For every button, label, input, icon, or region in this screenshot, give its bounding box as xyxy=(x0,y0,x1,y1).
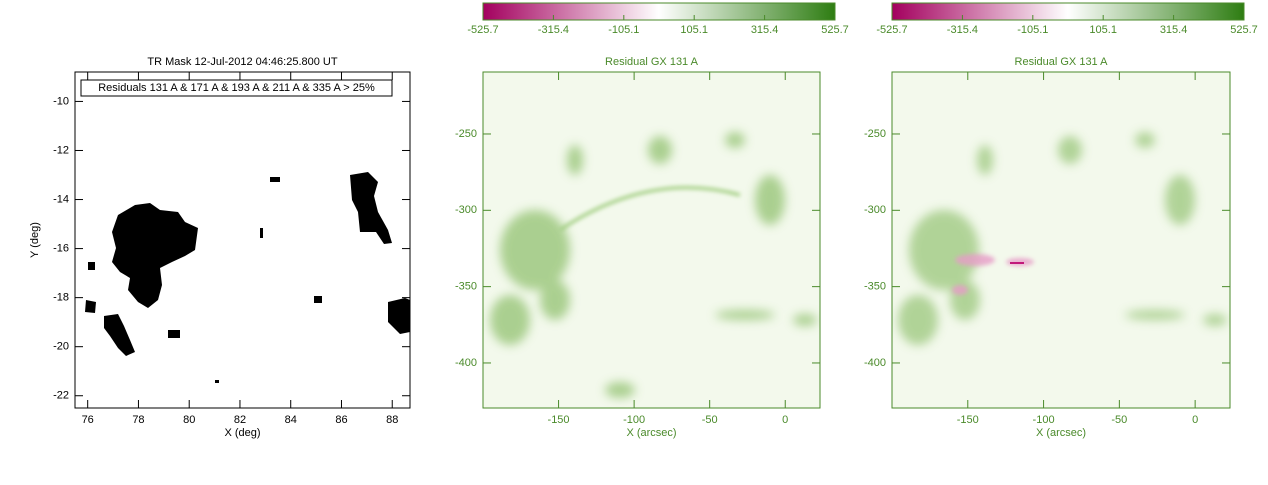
y-tick-label: -18 xyxy=(53,292,69,304)
colorbar-tick-label: -525.7 xyxy=(876,24,907,36)
x-tick-label: 0 xyxy=(782,414,788,426)
x-tick-label: -150 xyxy=(548,414,570,426)
y-tick-label: -14 xyxy=(53,193,69,205)
colorbar-tick-label: 525.7 xyxy=(1230,24,1258,36)
colorbar-tick-label: 315.4 xyxy=(1160,24,1188,36)
colorbar-tick-label: 105.1 xyxy=(1089,24,1117,36)
x-tick-label: 78 xyxy=(132,414,144,426)
residual-image xyxy=(483,72,820,408)
x-tick-label: -150 xyxy=(957,414,979,426)
colorbar-tick-label: -315.4 xyxy=(947,24,978,36)
colorbar-tick-label: -525.7 xyxy=(467,24,498,36)
y-tick-label: -16 xyxy=(53,242,69,254)
x-tick-label: 0 xyxy=(1192,414,1198,426)
x-axis-label: X (arcsec) xyxy=(626,427,676,439)
y-tick-label: -300 xyxy=(864,204,886,216)
chart-title: Residual GX 131 A xyxy=(605,56,699,68)
y-tick-label: -10 xyxy=(53,95,69,107)
y-tick-label: -350 xyxy=(864,281,886,293)
legend-box xyxy=(80,79,393,97)
x-tick-label: 84 xyxy=(285,414,297,426)
chart-title: TR Mask 12-Jul-2012 04:46:25.800 UT xyxy=(147,56,337,68)
colorbar xyxy=(891,2,1245,21)
x-tick-label: 88 xyxy=(386,414,398,426)
y-tick-label: -250 xyxy=(455,128,477,140)
colorbar-tick-label: 105.1 xyxy=(680,24,708,36)
y-tick-label: -400 xyxy=(864,357,886,369)
residual-image xyxy=(892,72,1230,408)
y-tick-label: -20 xyxy=(53,341,69,353)
colorbar-tick-label: -315.4 xyxy=(538,24,569,36)
x-tick-label: 76 xyxy=(82,414,94,426)
plot-frame xyxy=(482,71,821,409)
x-tick-label: 82 xyxy=(234,414,246,426)
colorbar-tick-label: -105.1 xyxy=(1017,24,1048,36)
colorbar-tick-label: 525.7 xyxy=(821,24,849,36)
x-tick-label: -100 xyxy=(1033,414,1055,426)
x-tick-label: 80 xyxy=(183,414,195,426)
mask-regions xyxy=(85,172,410,383)
chart-title: Residual GX 131 A xyxy=(1015,56,1109,68)
x-axis-label: X (arcsec) xyxy=(1036,427,1086,439)
y-tick-label: -400 xyxy=(455,357,477,369)
legend-text: Residuals 131 A & 171 A & 193 A & 211 A … xyxy=(98,82,375,94)
x-tick-label: -100 xyxy=(623,414,645,426)
y-tick-label: -12 xyxy=(53,144,69,156)
y-tick-label: -22 xyxy=(53,390,69,402)
colorbar-tick-label: 315.4 xyxy=(751,24,779,36)
x-axis-label: X (deg) xyxy=(224,427,260,439)
y-axis-label: Y (deg) xyxy=(29,222,41,258)
x-tick-label: 86 xyxy=(335,414,347,426)
x-tick-label: -50 xyxy=(1111,414,1127,426)
y-tick-label: -300 xyxy=(455,204,477,216)
plot-frame xyxy=(891,71,1231,409)
colorbar-tick-label: -105.1 xyxy=(608,24,639,36)
x-tick-label: -50 xyxy=(702,414,718,426)
plot-frame xyxy=(74,71,411,409)
colorbar xyxy=(482,2,836,21)
y-tick-label: -250 xyxy=(864,128,886,140)
y-tick-label: -350 xyxy=(455,281,477,293)
